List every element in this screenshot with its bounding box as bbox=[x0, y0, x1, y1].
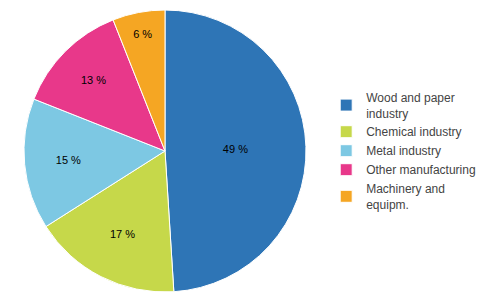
svg-text:Other manufacturing: Other manufacturing bbox=[366, 163, 475, 177]
svg-text:15 %: 15 % bbox=[56, 154, 81, 166]
svg-text:Wood and paperindustry: Wood and paperindustry bbox=[366, 91, 455, 121]
svg-text:17 %: 17 % bbox=[110, 228, 135, 240]
svg-text:13 %: 13 % bbox=[81, 74, 106, 86]
svg-text:Machinery andequipm.: Machinery andequipm. bbox=[366, 182, 445, 212]
svg-text:6 %: 6 % bbox=[133, 28, 152, 40]
svg-text:Chemical industry: Chemical industry bbox=[366, 125, 461, 139]
svg-text:49 %: 49 % bbox=[223, 143, 248, 155]
svg-text:Metal industry: Metal industry bbox=[366, 144, 441, 158]
